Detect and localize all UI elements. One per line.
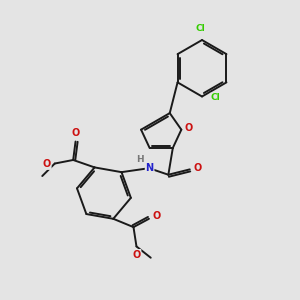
Text: O: O <box>185 123 193 133</box>
Text: O: O <box>132 250 141 260</box>
Text: H: H <box>136 155 144 164</box>
Text: O: O <box>153 212 161 221</box>
Text: O: O <box>193 163 201 173</box>
Text: Cl: Cl <box>196 24 206 33</box>
Text: N: N <box>146 163 154 172</box>
Text: Cl: Cl <box>211 94 220 103</box>
Text: O: O <box>71 128 80 138</box>
Text: O: O <box>43 159 51 169</box>
